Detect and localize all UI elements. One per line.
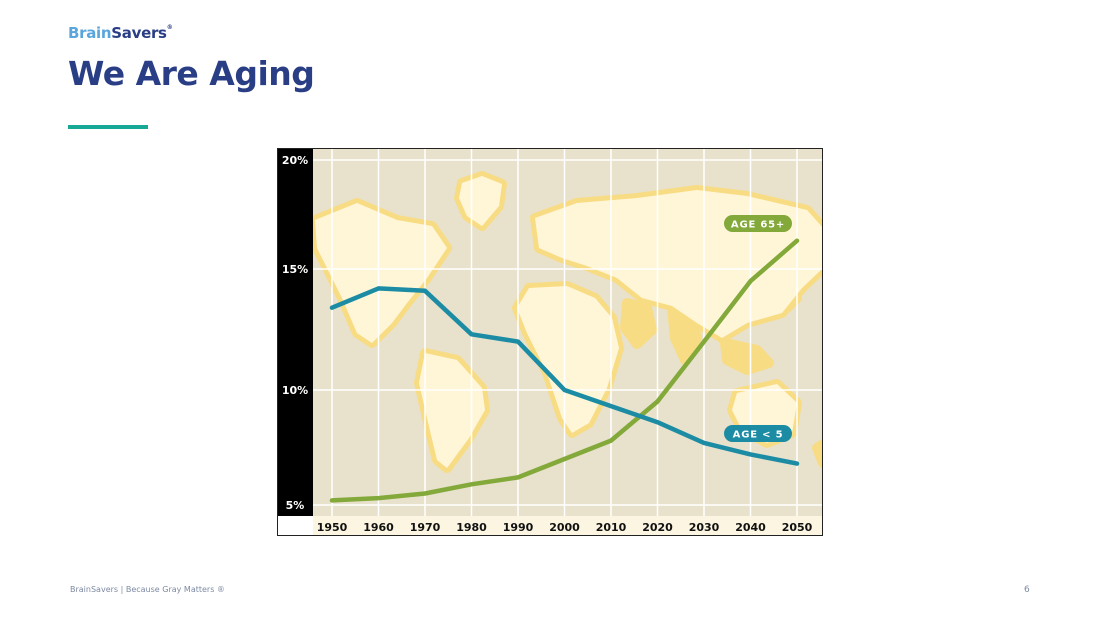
x-tick-label: 2020	[642, 521, 673, 534]
y-tick-label: 10%	[282, 384, 308, 397]
chart-frame	[277, 148, 823, 536]
population-chart: 5% 10% 15% 20% 1950 1960 1970 1980 1990 2000 2010…	[277, 148, 823, 536]
brand-logo-part1: Brain	[68, 24, 112, 42]
series-label-pill: AGE < 5	[724, 425, 792, 442]
x-tick-label: 1960	[363, 521, 394, 534]
footer-text: BrainSavers | Because Gray Matters ®	[70, 585, 225, 594]
y-tick-label: 15%	[282, 263, 308, 276]
page-number: 6	[1024, 585, 1030, 595]
x-tick-label: 1950	[317, 521, 348, 534]
x-tick-label: 2030	[689, 521, 720, 534]
brand-logo: BrainSavers®	[68, 24, 173, 42]
chart-svg: 5% 10% 15% 20% 1950 1960 1970 1980 1990 2000 2010…	[277, 148, 823, 536]
x-tick-label: 2000	[549, 521, 580, 534]
series-label-background	[724, 215, 792, 232]
y-axis-band	[277, 148, 313, 516]
series-lines	[329, 238, 800, 503]
series-label-text: AGE 65+	[731, 220, 785, 231]
slide-title: We Are Aging	[68, 54, 315, 93]
series-labels: AGE 65+ AGE < 5	[724, 215, 792, 442]
series-label-background	[724, 425, 792, 442]
y-axis-ticks: 5% 10% 15% 20%	[282, 154, 308, 512]
x-axis-strip	[313, 516, 823, 536]
x-tick-label: 1970	[410, 521, 441, 534]
series-label-text: AGE < 5	[733, 430, 784, 441]
x-axis-ticks: 1950 1960 1970 1980 1990 2000 2010 2020 2030 2040…	[317, 521, 813, 534]
brand-logo-mark: ®	[166, 24, 173, 31]
series-label-pill: AGE 65+	[724, 215, 792, 232]
x-tick-label: 1980	[456, 521, 487, 534]
y-tick-label: 20%	[282, 154, 308, 167]
y-tick-label: 5%	[286, 499, 305, 512]
x-tick-label: 2050	[782, 521, 813, 534]
brand-logo-part2: Savers	[111, 24, 167, 42]
x-tick-label: 1990	[503, 521, 534, 534]
title-accent-bar	[68, 125, 148, 129]
x-tick-label: 2010	[596, 521, 627, 534]
x-tick-label: 2040	[735, 521, 766, 534]
